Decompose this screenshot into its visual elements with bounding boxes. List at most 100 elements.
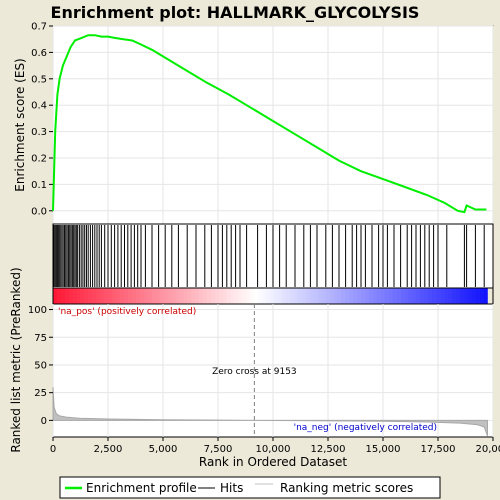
heat-bar-cell — [286, 288, 290, 304]
heat-bar-cell — [274, 288, 278, 304]
heat-bar-cell — [144, 288, 148, 304]
heat-bar-cell — [424, 288, 428, 304]
heat-bar-cell — [148, 288, 152, 304]
heat-bar-cell — [345, 288, 349, 304]
heat-bar-cell — [128, 288, 132, 304]
x-tick-label: 10,000 — [256, 444, 291, 455]
legend-label-metric: Ranking metric scores — [280, 481, 413, 495]
zero-cross-label: Zero cross at 9153 — [212, 367, 297, 377]
heat-bar-cell — [381, 288, 385, 304]
heat-bar-cell — [282, 288, 286, 304]
heat-bar-cell — [85, 288, 89, 304]
heat-bar-cell — [333, 288, 337, 304]
legend: Enrichment profile Hits Ranking metric s… — [60, 477, 440, 498]
heat-bar-cell — [160, 288, 164, 304]
heat-bar-cell — [112, 288, 116, 304]
heat-bar-cell — [353, 288, 357, 304]
heat-bar-cell — [247, 288, 251, 304]
heat-bar-cell — [373, 288, 377, 304]
heat-bar-cell — [215, 288, 219, 304]
es-y-tick-label: 0.4 — [31, 101, 47, 112]
heat-bar-cell — [231, 288, 235, 304]
heat-bar-cell — [440, 288, 444, 304]
x-tick-label: 20,000 — [476, 444, 500, 455]
heat-bar-cell — [468, 288, 472, 304]
heat-bar-cell — [104, 288, 108, 304]
heat-bar-cell — [172, 288, 176, 304]
heat-bar-cell — [124, 288, 128, 304]
heat-bar-cell — [223, 288, 227, 304]
heat-bar-cell — [432, 288, 436, 304]
heat-bar-cell — [89, 288, 93, 304]
x-tick-label: 15,000 — [366, 444, 401, 455]
heat-bar-cell — [377, 288, 381, 304]
heat-bar-cell — [416, 288, 420, 304]
heat-bar-cell — [357, 288, 361, 304]
heat-bar-cell — [211, 288, 215, 304]
heat-bar-cell — [179, 288, 183, 304]
heat-bar-cell — [251, 288, 255, 304]
heat-bar-cell — [183, 288, 187, 304]
heat-bar-cell — [132, 288, 136, 304]
heat-bar-cell — [420, 288, 424, 304]
rank-heat-bar — [53, 288, 488, 304]
heat-bar-cell — [191, 288, 195, 304]
heat-bar-cell — [409, 288, 413, 304]
heat-bar-cell — [61, 288, 65, 304]
heat-bar-cell — [326, 288, 330, 304]
heat-bar-cell — [444, 288, 448, 304]
positive-correlation-label: 'na_pos' (positively correlated) — [58, 307, 196, 317]
heat-bar-cell — [262, 288, 266, 304]
heat-bar-cell — [81, 288, 85, 304]
heat-bar-cell — [53, 288, 57, 304]
heat-bar-cell — [243, 288, 247, 304]
x-tick-label: 5,000 — [149, 444, 178, 455]
heat-bar-cell — [306, 288, 310, 304]
heat-bar-cell — [389, 288, 393, 304]
legend-label-profile: Enrichment profile — [86, 481, 197, 495]
heat-bar-cell — [428, 288, 432, 304]
es-y-axis-label: Enrichment score (ES) — [13, 58, 27, 191]
heat-bar-cell — [369, 288, 373, 304]
heat-bar-cell — [278, 288, 282, 304]
heat-bar-cell — [266, 288, 270, 304]
es-y-ticks: 0.0 0.1 0.2 0.3 0.4 0.5 0.6 0.7 — [31, 22, 53, 218]
metric-y-tick-label: 50 — [34, 360, 47, 371]
heat-bar-cell — [330, 288, 334, 304]
heat-bar-cell — [120, 288, 124, 304]
heat-bar-cell — [460, 288, 464, 304]
heat-bar-cell — [239, 288, 243, 304]
es-y-tick-label: 0.5 — [31, 74, 47, 85]
heat-bar-cell — [100, 288, 104, 304]
x-tick-label: 12,500 — [311, 444, 346, 455]
heat-bar-cell — [314, 288, 318, 304]
heat-bar-cell — [175, 288, 179, 304]
heat-bar-cell — [258, 288, 262, 304]
metric-y-tick-label: 0 — [41, 416, 47, 427]
heat-bar-cell — [484, 288, 488, 304]
heat-bar-cell — [436, 288, 440, 304]
heat-bar-cell — [73, 288, 77, 304]
es-y-tick-label: 0.3 — [31, 127, 47, 138]
heat-bar-cell — [116, 288, 120, 304]
metric-y-tick-label: 75 — [34, 333, 47, 344]
heat-bar-cell — [480, 288, 484, 304]
heat-bar-cell — [69, 288, 73, 304]
metric-y-tick-label: 100 — [28, 305, 47, 316]
heat-bar-cell — [412, 288, 416, 304]
heat-bar-cell — [476, 288, 480, 304]
es-y-tick-label: 0.7 — [31, 22, 47, 33]
heat-bar-cell — [207, 288, 211, 304]
heat-bar-cell — [93, 288, 97, 304]
x-tick-label: 7,500 — [204, 444, 233, 455]
es-panel: 0.0 0.1 0.2 0.3 0.4 0.5 0.6 0.7 Enrichment scor… — [13, 22, 493, 225]
heat-bar-cell — [235, 288, 239, 304]
heat-bar-cell — [219, 288, 223, 304]
x-tick-label: 0 — [50, 444, 56, 455]
heat-bar-cell — [254, 288, 258, 304]
hits-panel — [53, 224, 493, 304]
heat-bar-cell — [464, 288, 468, 304]
x-tick-label: 17,500 — [421, 444, 456, 455]
